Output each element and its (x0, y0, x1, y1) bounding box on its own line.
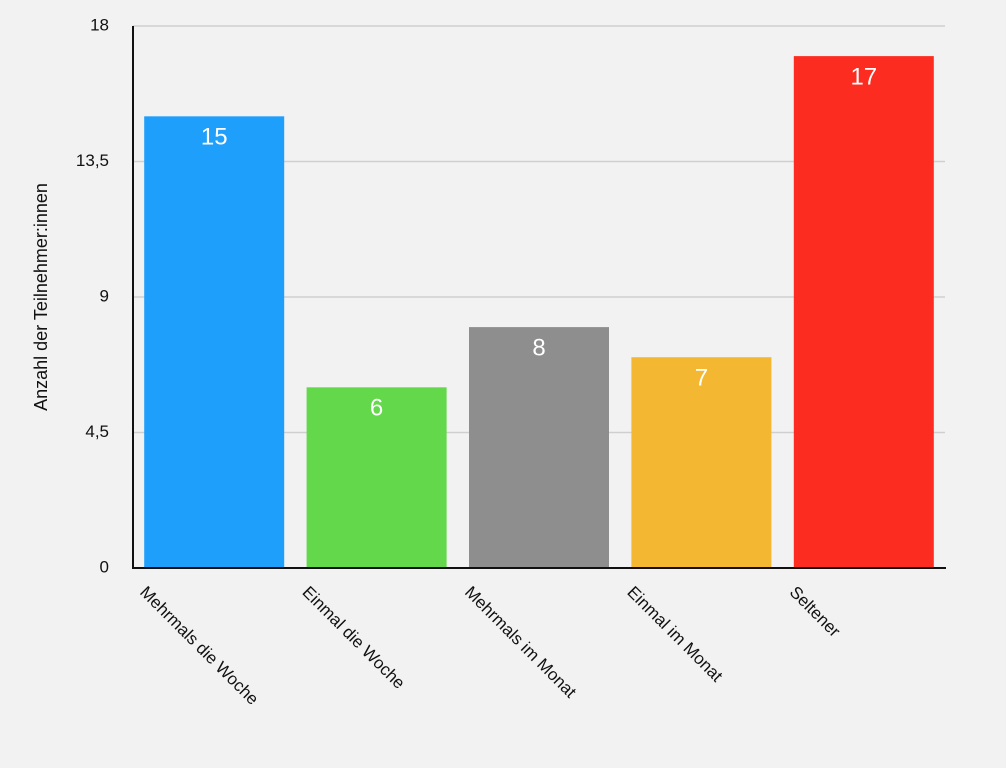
bars (144, 56, 934, 568)
y-tick-label: 4,5 (85, 422, 109, 441)
value-label: 17 (850, 63, 877, 90)
y-tick-label: 0 (100, 557, 109, 576)
value-label: 8 (532, 334, 545, 361)
value-label: 6 (370, 395, 383, 422)
x-tick-label: Mehrmals die Woche (136, 583, 262, 709)
bar (144, 116, 285, 568)
value-label: 15 (201, 124, 228, 151)
value-label: 7 (695, 365, 708, 392)
bar (631, 357, 772, 568)
bar (469, 327, 609, 568)
bar (793, 56, 934, 568)
y-tick-label: 18 (90, 15, 109, 34)
y-tick-label: 13,5 (76, 151, 109, 170)
x-tick-label: Seltener (786, 583, 844, 641)
y-tick-label: 9 (100, 286, 109, 305)
x-tick-label: Mehrmals im Monat (461, 583, 580, 702)
y-axis-title: Anzahl der Teilnehmer:innen (31, 183, 51, 411)
x-tick-label: Einmal im Monat (623, 583, 726, 686)
bar (306, 387, 447, 568)
x-tick-label: Einmal die Woche (299, 583, 409, 693)
